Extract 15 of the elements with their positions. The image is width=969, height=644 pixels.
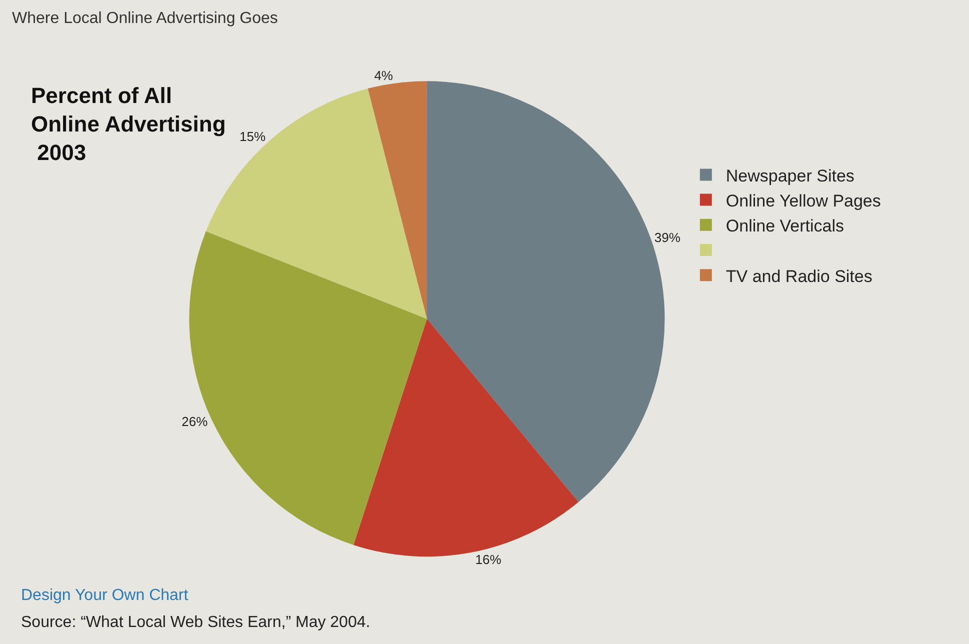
- legend-label: Newspaper Sites: [726, 166, 854, 186]
- legend-label: TV and Radio Sites: [726, 266, 872, 286]
- data-label: 39%: [654, 230, 681, 245]
- legend-label: Online Verticals: [726, 216, 844, 236]
- data-label: 15%: [240, 128, 266, 144]
- chart-title: Where Local Online Advertising Goes: [12, 10, 278, 27]
- source-note: Source: “What Local Web Sites Earn,” May 2004.: [21, 614, 370, 631]
- data-label: 16%: [475, 552, 502, 568]
- data-label: 26%: [182, 414, 208, 429]
- text: Design Your Own Chart: [21, 587, 189, 604]
- pie-slice: [353, 318, 579, 556]
- data-label: 4%: [374, 68, 394, 84]
- legend-label: Online Yellow Pages: [726, 191, 881, 210]
- pie-slice: [368, 81, 427, 319]
- text: Percent of All Online Advertising 2003: [31, 83, 226, 166]
